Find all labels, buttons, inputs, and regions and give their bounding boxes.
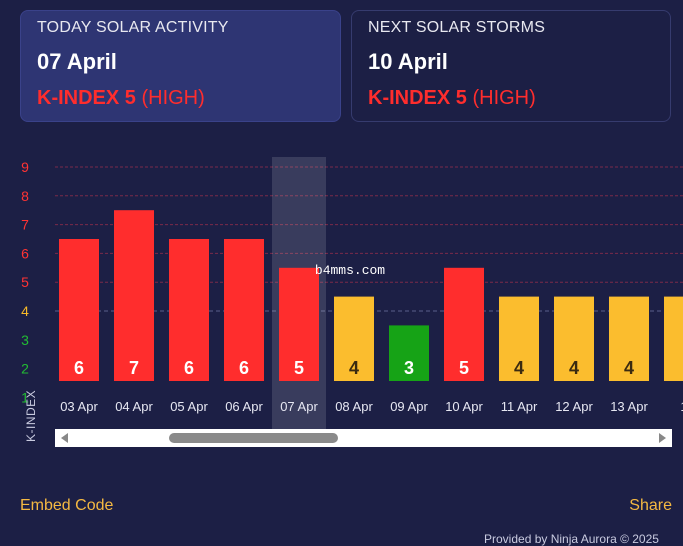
y-tick-label: 6 [21,245,29,261]
bar-05-apr [169,239,209,381]
y-axis-label: K-INDEX [24,389,38,442]
k-index-bar-chart: 1 2 3 4 5 6 7 8 9 6 7 6 6 5 4 3 5 4 4 4 03 Apr 04 Apr 05 Apr… [21,157,683,429]
x-tick-label: 04 Apr [115,399,153,414]
x-tick-label: 13 Apr [610,399,648,414]
chart-watermark: b4mms.com [315,263,385,278]
x-tick-label: 08 Apr [335,399,373,414]
bar-value-label: 6 [184,358,194,378]
bar-value-label: 6 [239,358,249,378]
embed-code-link[interactable]: Embed Code [20,497,114,514]
x-tick-label: 11 Apr [501,399,538,414]
bar-value-label: 4 [569,358,579,378]
share-link[interactable]: Share [629,497,672,514]
x-tick-label: 10 Apr [445,399,483,414]
x-tick-label: 1 [680,399,683,414]
x-tick-label: 06 Apr [225,399,263,414]
credit-text: Provided by Ninja Aurora © 2025 [484,532,659,546]
next-k-index: K-INDEX 5 (HIGH) [368,87,654,110]
x-tick-label: 07 Apr [280,399,318,414]
y-tick-label: 8 [21,188,29,204]
today-date: 07 April [37,49,117,74]
y-tick-label: 1 [21,389,29,405]
today-k-value: K-INDEX 5 [37,87,136,109]
bar-value-labels: 6 7 6 6 5 4 3 5 4 4 4 [74,358,634,378]
y-tick-label: 3 [21,332,29,348]
scroll-thumb[interactable] [169,433,338,443]
bar-03-apr [59,239,99,381]
bar-04-apr [114,210,154,381]
today-heading: TODAY SOLAR ACTIVITY [37,19,229,36]
bar-09-apr [389,325,429,381]
next-k-level: (HIGH) [472,87,536,109]
bar-1 [664,296,683,381]
chart-horizontal-scrollbar[interactable] [55,429,672,447]
today-k-level: (HIGH) [141,87,205,109]
chart-bars [59,210,683,381]
bar-10-apr [444,267,484,381]
bar-12-apr [554,296,594,381]
bar-07-apr [279,267,319,381]
bar-value-label: 4 [624,358,634,378]
next-heading: NEXT SOLAR STORMS [368,19,546,36]
x-tick-label: 05 Apr [170,399,208,414]
next-k-value: K-INDEX 5 [368,87,467,109]
scroll-right-arrow-icon[interactable] [659,433,666,443]
scroll-left-arrow-icon[interactable] [61,433,68,443]
x-tick-label: 03 Apr [60,399,98,414]
x-axis-ticks: 03 Apr 04 Apr 05 Apr 06 Apr 07 Apr 08 Apr 09 A… [60,399,683,414]
x-tick-label: 12 Apr [555,399,593,414]
bar-value-label: 4 [349,358,359,378]
y-tick-label: 2 [21,361,29,377]
next-storms-card: NEXT SOLAR STORMS 10 April K-INDEX 5 (HI… [351,10,671,122]
bar-value-label: 3 [404,358,414,378]
y-tick-label: 4 [21,303,29,319]
bar-13-apr [609,296,649,381]
y-axis-ticks: 1 2 3 4 5 6 7 8 9 [21,159,29,405]
bar-value-label: 6 [74,358,84,378]
bar-value-label: 5 [294,358,304,378]
next-date: 10 April [368,49,448,74]
bar-06-apr [224,239,264,381]
y-tick-label: 9 [21,159,29,175]
today-activity-card: TODAY SOLAR ACTIVITY 07 April K-INDEX 5 … [20,10,341,122]
y-tick-label: 7 [21,217,29,233]
bar-value-label: 7 [129,358,139,378]
bar-value-label: 4 [514,358,524,378]
bar-value-label: 5 [459,358,469,378]
today-k-index: K-INDEX 5 (HIGH) [37,87,324,110]
y-tick-label: 5 [21,274,29,290]
x-tick-label: 09 Apr [390,399,428,414]
bar-08-apr [334,296,374,381]
bar-11-apr [499,296,539,381]
